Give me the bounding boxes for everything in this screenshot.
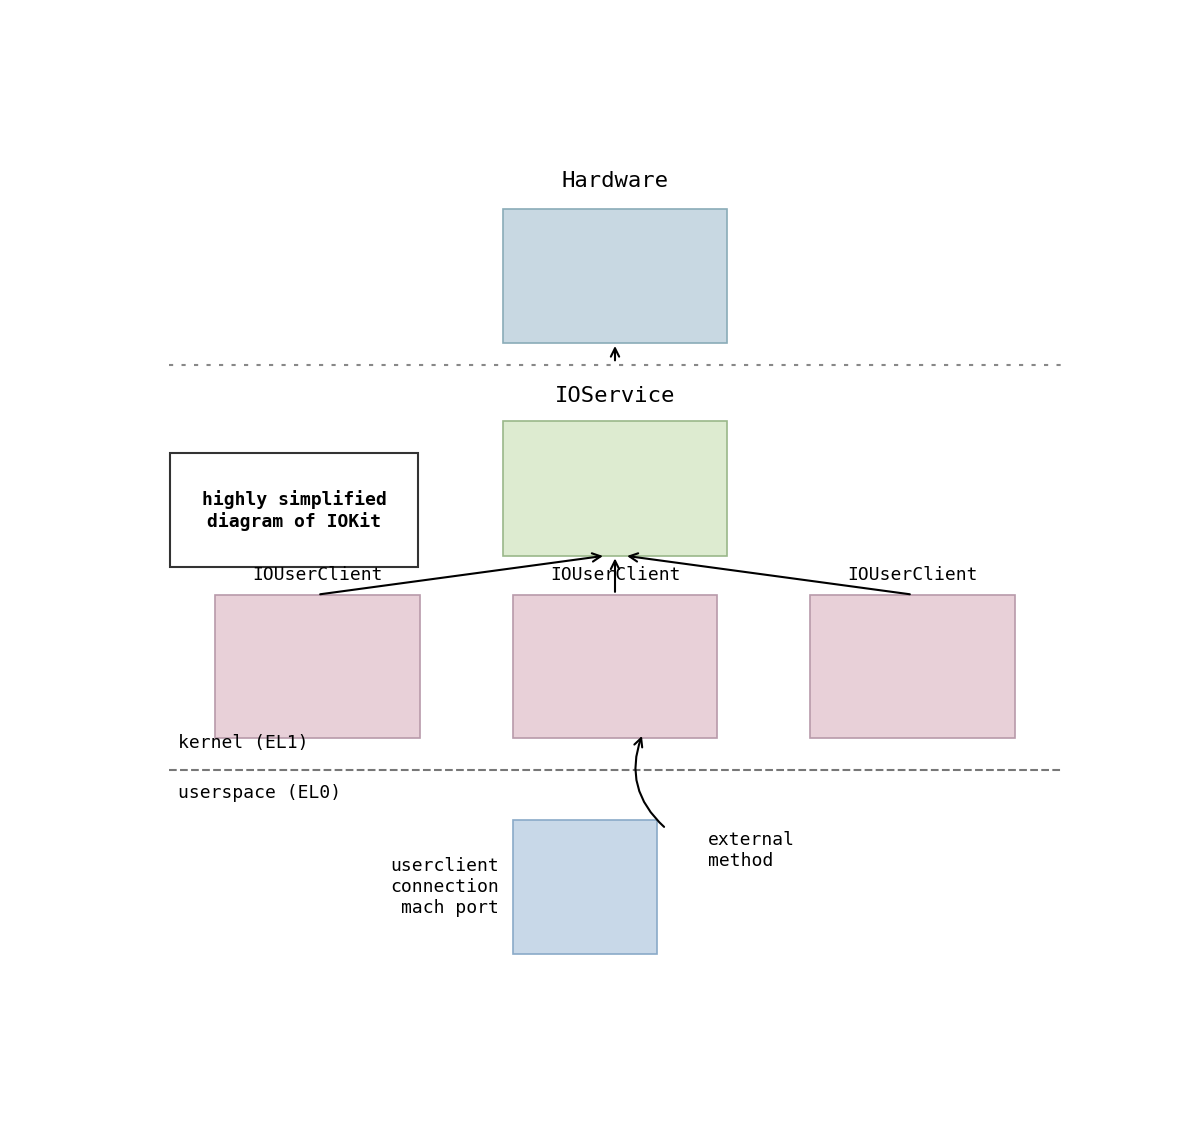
FancyBboxPatch shape — [512, 820, 656, 955]
Text: IOUserClient: IOUserClient — [252, 566, 383, 584]
Text: userclient
connection
mach port: userclient connection mach port — [390, 858, 499, 917]
FancyBboxPatch shape — [512, 595, 718, 738]
FancyBboxPatch shape — [504, 208, 727, 343]
Text: IOUserClient: IOUserClient — [847, 566, 978, 584]
Text: highly simplified
diagram of IOKit: highly simplified diagram of IOKit — [202, 490, 386, 530]
Text: IOService: IOService — [554, 385, 676, 405]
FancyBboxPatch shape — [215, 595, 420, 738]
Text: userspace (EL0): userspace (EL0) — [178, 784, 341, 802]
FancyBboxPatch shape — [810, 595, 1015, 738]
FancyBboxPatch shape — [504, 421, 727, 555]
Text: IOUserClient: IOUserClient — [550, 566, 680, 584]
FancyBboxPatch shape — [170, 454, 418, 566]
Text: external
method: external method — [708, 831, 796, 869]
Text: kernel (EL1): kernel (EL1) — [178, 733, 308, 751]
Text: Hardware: Hardware — [562, 171, 668, 191]
